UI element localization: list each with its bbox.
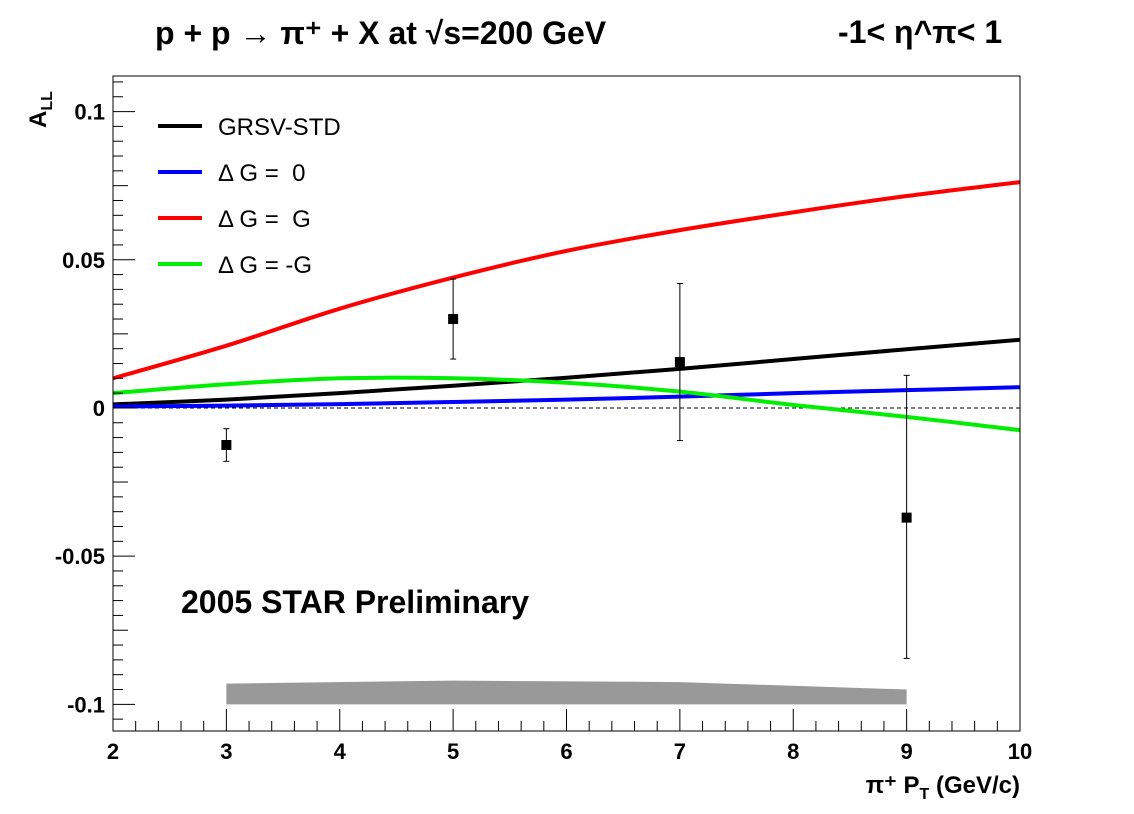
data-point bbox=[221, 439, 232, 450]
legend: GRSV-STD Δ G = 0 Δ G = G Δ G = -G bbox=[158, 114, 341, 279]
preliminary-label: 2005 STAR Preliminary bbox=[181, 584, 529, 620]
data-point bbox=[901, 512, 912, 523]
series-line-3 bbox=[112, 375, 1021, 433]
chart-title-text: p + p → π⁺ + X at √s=200 GeV bbox=[155, 15, 607, 51]
x-tick-label: 2 bbox=[107, 739, 119, 764]
chart-title: p + p → π⁺ + X at √s=200 GeV bbox=[155, 14, 606, 52]
x-tick-label: 3 bbox=[220, 739, 232, 764]
legend-label: GRSV-STD bbox=[218, 114, 341, 141]
axes: 2 3 4 5 6 7 8 9 10 -0.1 -0.05 0 0.05 0.1 bbox=[55, 81, 1032, 764]
x-tick-label: 6 bbox=[560, 739, 572, 764]
legend-label: Δ G = 0 bbox=[218, 160, 305, 187]
series-line-0 bbox=[112, 337, 1021, 407]
series-line-1 bbox=[112, 385, 1021, 409]
x-tick-label: 9 bbox=[901, 739, 913, 764]
y-tick-label: -0.1 bbox=[67, 692, 105, 717]
y-tick-label: -0.05 bbox=[55, 544, 105, 569]
x-axis-label: π⁺ PT (GeV/c) bbox=[866, 772, 1020, 803]
x-tick-label: 7 bbox=[674, 739, 686, 764]
legend-label: Δ G = -G bbox=[218, 252, 312, 279]
legend-label: Δ G = G bbox=[218, 206, 311, 233]
series-line-2 bbox=[112, 180, 1021, 381]
y-axis-label: ALL bbox=[25, 91, 56, 128]
systematic-band-group bbox=[226, 680, 907, 705]
x-tick-label: 4 bbox=[334, 739, 347, 764]
data-points bbox=[221, 278, 912, 659]
data-point bbox=[448, 314, 459, 325]
y-tick-label: 0 bbox=[93, 396, 105, 421]
systematic-band bbox=[226, 680, 907, 705]
eta-range-label: -1< η^π< 1 bbox=[838, 14, 1002, 51]
data-point bbox=[674, 357, 685, 368]
x-tick-label: 5 bbox=[447, 739, 459, 764]
y-tick-label: 0.05 bbox=[62, 248, 105, 273]
x-tick-label: 8 bbox=[787, 739, 799, 764]
y-tick-label: 0.1 bbox=[74, 100, 105, 125]
eta-range-text: -1< η^π< 1 bbox=[838, 14, 1003, 50]
x-tick-label: 10 bbox=[1008, 739, 1032, 764]
theory-curves bbox=[112, 180, 1021, 433]
